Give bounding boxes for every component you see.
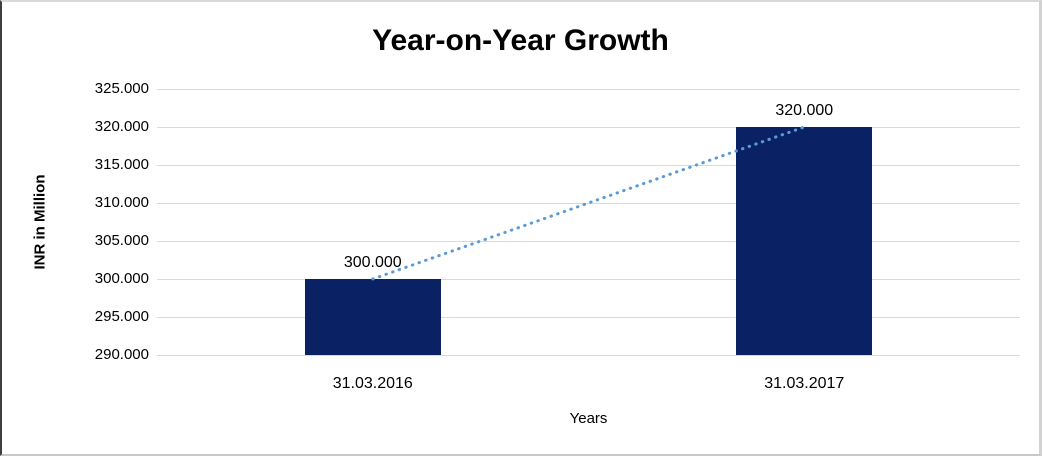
bar-value-label: 300.000	[343, 254, 402, 271]
trendline-line	[371, 125, 806, 281]
plot-area: 300.000 320.000	[157, 88, 1020, 356]
gridline	[157, 278, 1020, 280]
gridline	[157, 164, 1020, 166]
gridline	[157, 354, 1020, 356]
y-axis-tick-label: 325.000	[94, 80, 149, 97]
trendline	[371, 125, 806, 281]
y-axis-tick-label: 315.000	[94, 156, 149, 173]
y-axis-tick-label: 305.000	[94, 232, 149, 249]
y-axis-title: INR in Million	[31, 174, 49, 270]
y-axis-tick-label: 300.000	[94, 270, 149, 287]
gridline	[157, 126, 1020, 128]
bar	[736, 127, 873, 355]
y-axis-tick-label: 310.000	[94, 194, 149, 211]
y-axis-tick-label: 290.000	[94, 346, 149, 363]
gridline	[157, 316, 1020, 318]
y-axis-tick-label: 320.000	[94, 118, 149, 135]
gridline	[157, 240, 1020, 242]
bar-value-label: 320.000	[775, 102, 834, 119]
x-axis-tick-label: 31.03.2016	[332, 375, 413, 392]
x-axis-tick-label: 31.03.2017	[764, 375, 845, 392]
gridline	[157, 202, 1020, 204]
chart-title: Year-on-Year Growth	[372, 24, 669, 57]
gridline	[157, 88, 1020, 90]
bar	[304, 279, 441, 355]
x-axis-title: Years	[569, 410, 608, 427]
y-axis-tick-label: 295.000	[94, 308, 149, 325]
